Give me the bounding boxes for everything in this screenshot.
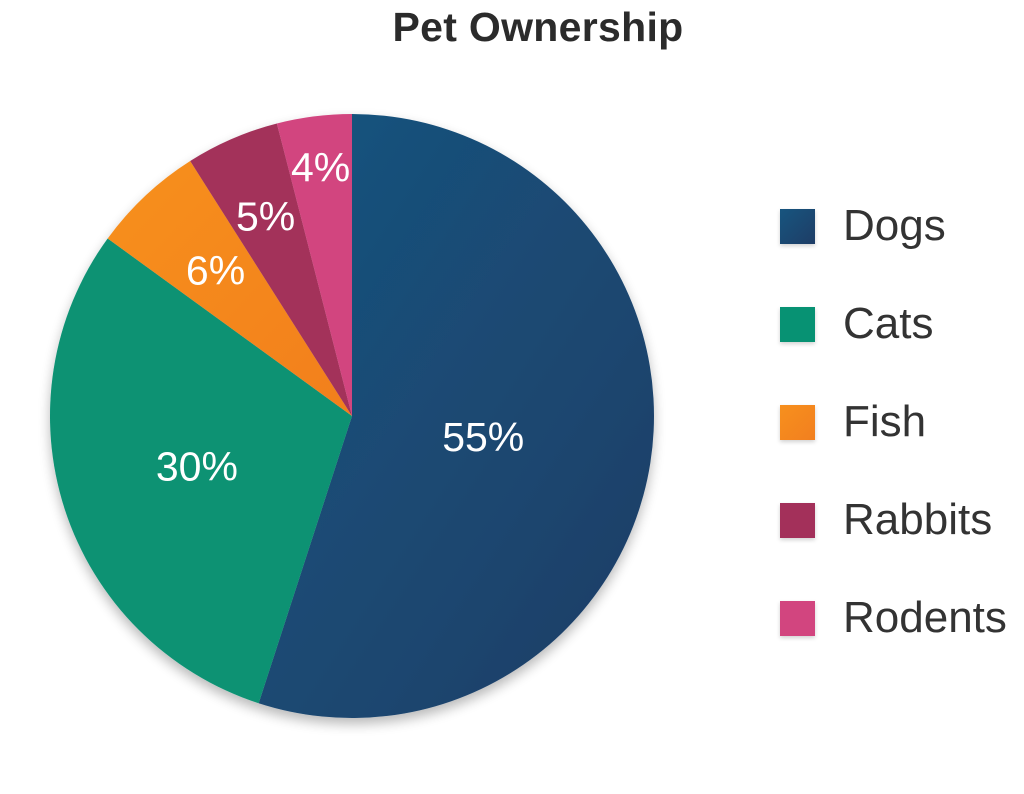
- legend-swatch-rodents: [780, 601, 815, 636]
- legend-label-rabbits: Rabbits: [843, 495, 993, 544]
- slice-label-rodents: 4%: [291, 144, 350, 190]
- legend-label-fish: Fish: [843, 397, 927, 446]
- legend-swatch-fish: [780, 405, 815, 440]
- pie-slice-cats: [50, 238, 352, 704]
- pie-slice-rodents: [276, 114, 352, 416]
- slice-label-rabbits: 5%: [236, 193, 295, 239]
- legend: Dogs Cats Fish Rabbits Rodents: [780, 196, 1024, 686]
- legend-label-dogs: Dogs: [843, 201, 946, 250]
- legend-item-dogs: Dogs: [780, 196, 1024, 294]
- legend-swatch-dogs: [780, 209, 815, 244]
- legend-swatch-rabbits: [780, 503, 815, 538]
- pie-slice-rabbits: [190, 123, 352, 416]
- legend-swatch-cats: [780, 307, 815, 342]
- slice-label-cats: 30%: [156, 443, 238, 489]
- legend-label-rodents: Rodents: [843, 593, 1007, 642]
- legend-item-fish: Fish: [780, 392, 1024, 490]
- pie-slice-dogs: [258, 113, 655, 719]
- chart-title: Pet Ownership: [392, 4, 684, 50]
- slice-label-dogs: 55%: [442, 414, 524, 460]
- pie-chart: 55% 30% 6% 5%4%: [50, 113, 655, 719]
- legend-item-rabbits: Rabbits: [780, 490, 1024, 588]
- slice-label-fish: 6%: [186, 248, 245, 294]
- legend-item-cats: Cats: [780, 294, 1024, 392]
- legend-item-rodents: Rodents: [780, 588, 1024, 686]
- legend-label-cats: Cats: [843, 299, 934, 348]
- pie-slice-fish: [107, 161, 352, 416]
